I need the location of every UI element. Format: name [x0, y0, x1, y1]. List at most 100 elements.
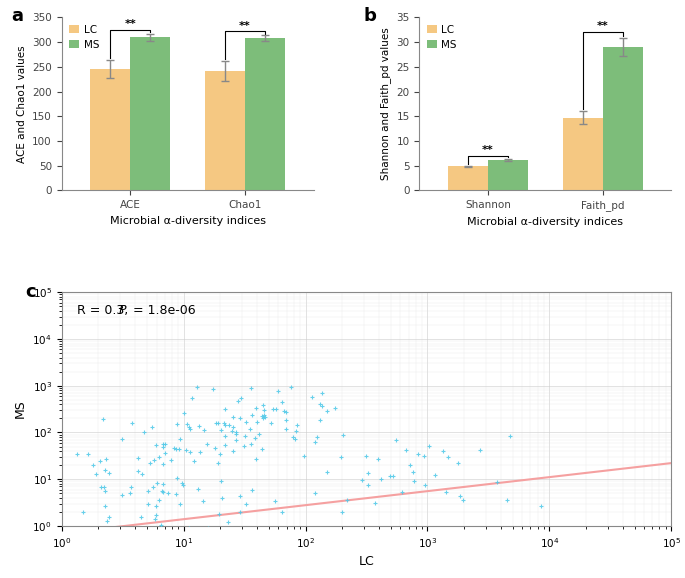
Point — [83, 450, 94, 459]
Point — [171, 420, 182, 429]
Point — [240, 529, 251, 538]
Point — [219, 418, 229, 427]
Point — [240, 431, 251, 440]
Point — [155, 520, 166, 529]
Text: **: ** — [597, 21, 608, 31]
Point — [198, 425, 209, 435]
Text: a: a — [11, 7, 23, 25]
Point — [338, 431, 349, 440]
Y-axis label: MS: MS — [14, 400, 27, 418]
Point — [103, 469, 114, 478]
Point — [401, 446, 412, 455]
Point — [309, 437, 320, 446]
Bar — [245, 38, 285, 191]
Point — [233, 396, 244, 405]
Point — [103, 512, 114, 521]
Point — [150, 510, 161, 519]
Point — [184, 423, 195, 432]
Point — [193, 421, 204, 431]
Point — [501, 495, 512, 505]
Point — [216, 426, 227, 435]
Legend: LC, MS: LC, MS — [67, 23, 101, 52]
Point — [95, 457, 105, 466]
Point — [138, 428, 149, 437]
Point — [245, 424, 256, 434]
Bar — [488, 160, 528, 191]
Point — [71, 450, 82, 459]
Point — [259, 411, 270, 420]
Point — [158, 460, 169, 469]
Point — [219, 405, 230, 414]
Point — [230, 429, 241, 439]
Point — [216, 493, 227, 502]
Point — [147, 482, 158, 491]
Point — [116, 490, 127, 499]
X-axis label: Microbial α-diversity indices: Microbial α-diversity indices — [110, 216, 266, 226]
Point — [363, 468, 374, 477]
Bar — [603, 47, 643, 191]
Bar — [562, 118, 603, 191]
Point — [249, 434, 260, 443]
Point — [236, 394, 247, 403]
Point — [335, 452, 346, 461]
Point — [322, 407, 333, 416]
Point — [125, 483, 136, 492]
Point — [184, 425, 195, 434]
Point — [153, 452, 164, 461]
Point — [189, 457, 200, 466]
Point — [195, 448, 206, 457]
Point — [216, 476, 227, 486]
Point — [251, 417, 262, 427]
Point — [125, 488, 136, 497]
Point — [158, 488, 169, 497]
Point — [98, 414, 109, 424]
Text: $P$: $P$ — [119, 304, 128, 317]
Point — [162, 488, 173, 498]
Point — [292, 420, 303, 429]
Point — [361, 451, 372, 461]
Point — [260, 412, 271, 421]
Y-axis label: Shannon and Faith_pd values: Shannon and Faith_pd values — [380, 28, 391, 180]
Point — [148, 456, 159, 465]
Point — [454, 491, 465, 501]
Point — [175, 500, 186, 509]
Point — [240, 500, 251, 509]
Point — [369, 498, 380, 507]
Point — [256, 411, 267, 420]
Point — [405, 461, 416, 470]
Text: **: ** — [125, 19, 136, 29]
Point — [289, 434, 300, 443]
Point — [290, 427, 301, 436]
Point — [201, 439, 212, 449]
Point — [227, 446, 238, 455]
Point — [177, 478, 188, 487]
Point — [256, 530, 267, 539]
Point — [316, 388, 327, 398]
Point — [96, 483, 107, 492]
Point — [87, 461, 98, 470]
Point — [178, 408, 189, 417]
Point — [280, 407, 291, 416]
Point — [438, 446, 449, 455]
Point — [149, 525, 160, 534]
Point — [376, 475, 387, 484]
Point — [231, 428, 242, 437]
Point — [288, 433, 299, 442]
Point — [420, 480, 431, 490]
Point — [276, 507, 287, 517]
Point — [234, 507, 245, 516]
Text: = 1.8e-06: = 1.8e-06 — [129, 304, 196, 317]
Point — [160, 448, 171, 457]
Text: b: b — [364, 7, 377, 25]
Point — [390, 435, 401, 444]
Point — [169, 443, 180, 452]
Point — [235, 413, 246, 422]
Point — [306, 393, 317, 402]
Point — [271, 405, 282, 414]
Point — [98, 482, 109, 491]
Point — [142, 487, 153, 496]
Point — [171, 490, 182, 499]
Point — [206, 537, 217, 546]
Point — [209, 443, 220, 453]
Text: c: c — [25, 283, 36, 301]
